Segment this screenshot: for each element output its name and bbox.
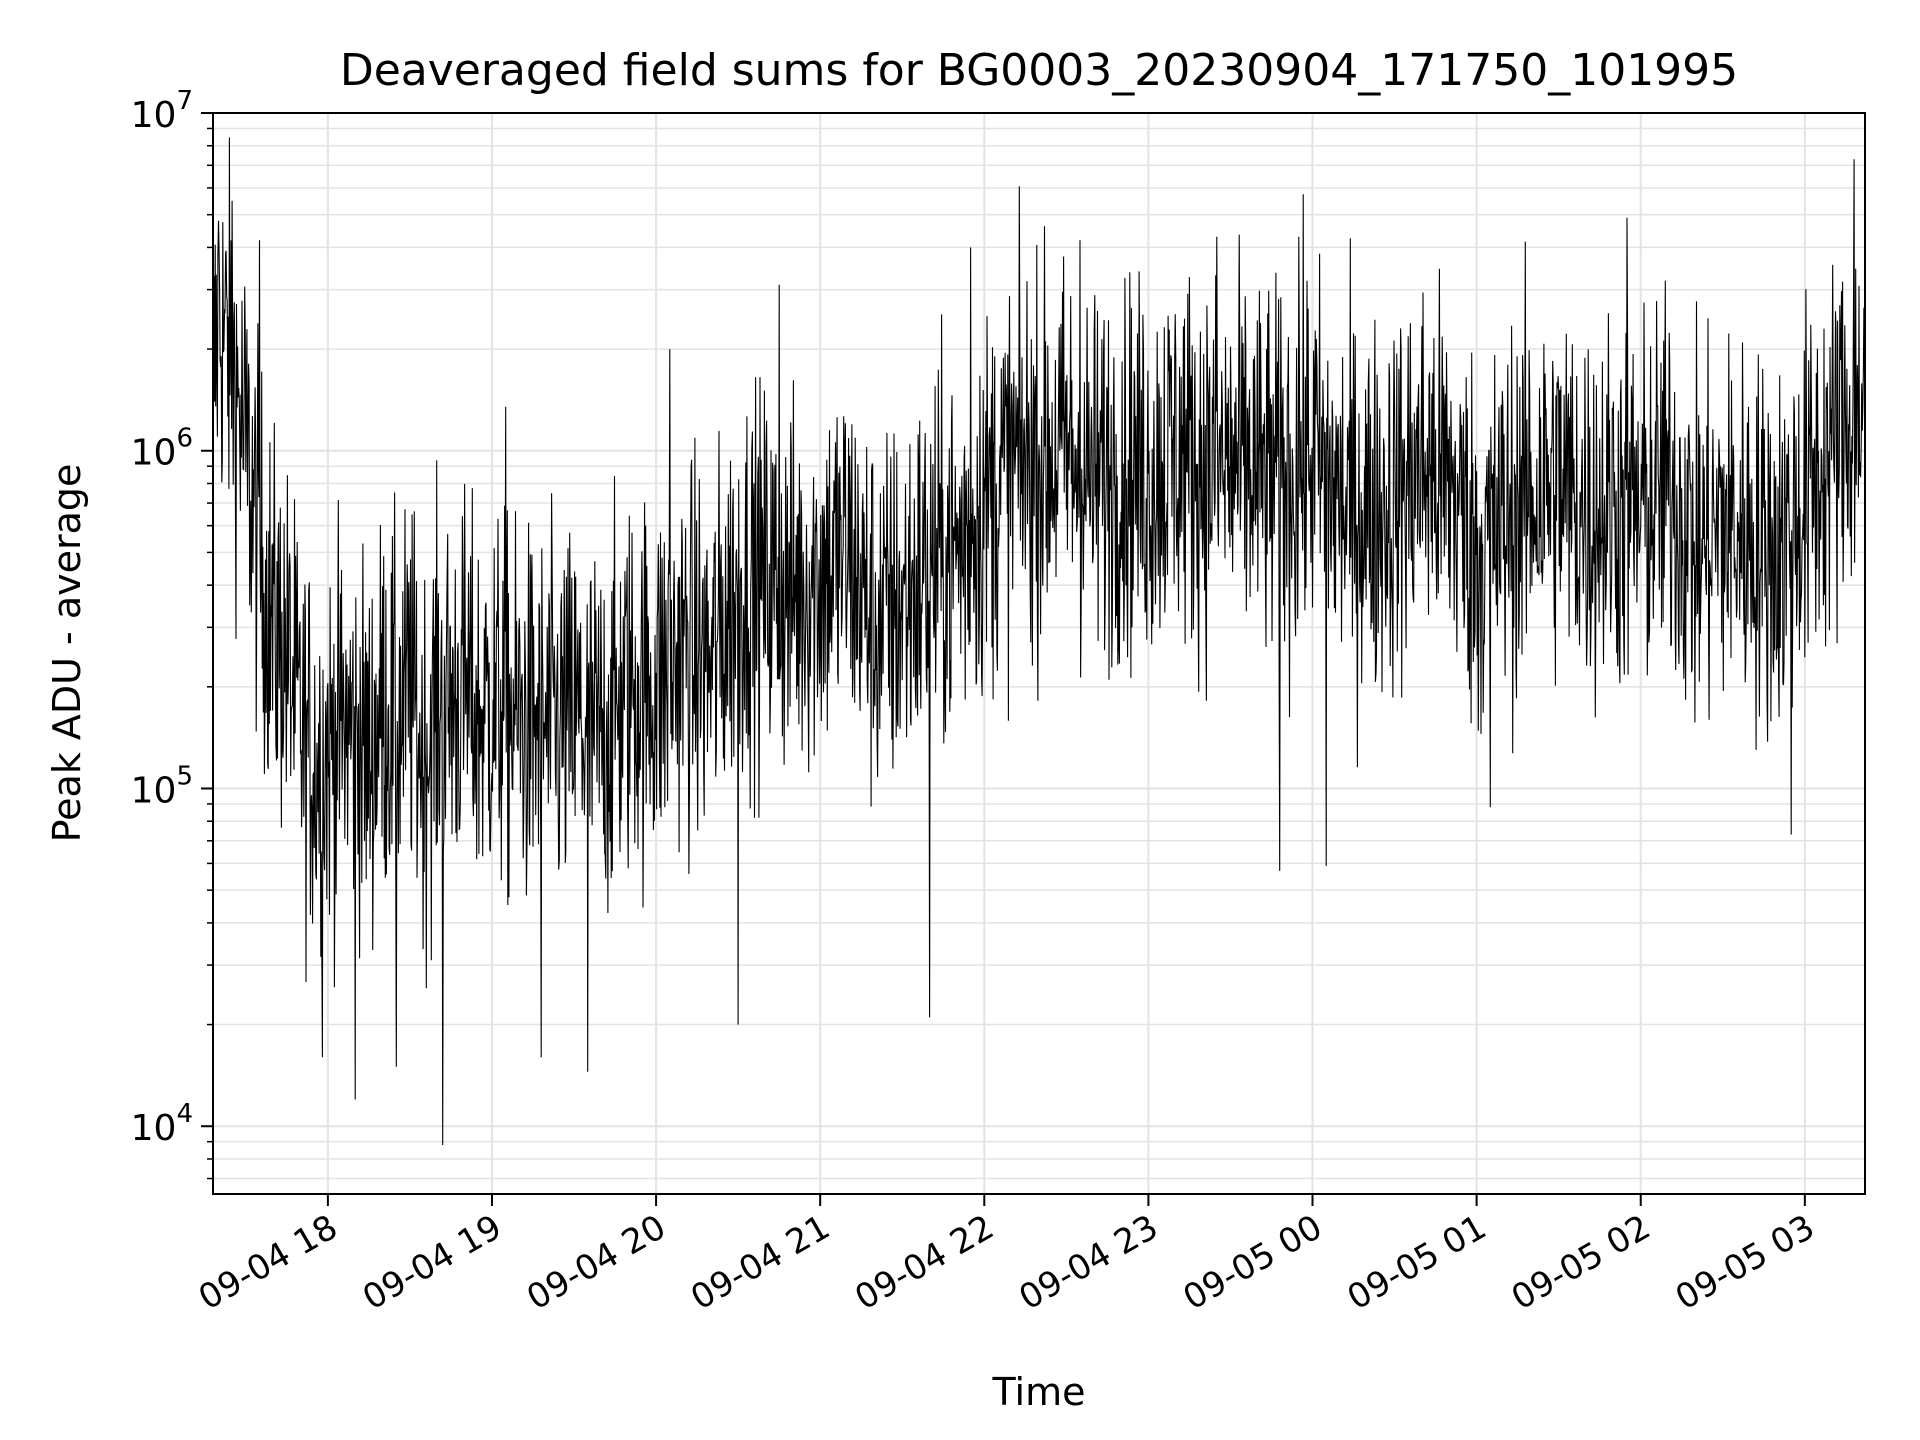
y-tick-exponent: 5 <box>176 761 193 791</box>
y-tick-exponent: 7 <box>176 86 193 116</box>
y-tick-exponent: 6 <box>176 424 193 454</box>
plot-frame <box>212 112 1866 1195</box>
x-axis-label: Time <box>992 1370 1086 1414</box>
y-tick-label: 106 <box>131 424 193 474</box>
series-line <box>212 137 1866 1146</box>
y-tick-exponent: 4 <box>176 1099 193 1129</box>
chart-title: Deaveraged field sums for BG0003_2023090… <box>340 45 1738 96</box>
y-axis-label: Peak ADU - average <box>45 464 89 843</box>
series-group <box>212 137 1866 1146</box>
